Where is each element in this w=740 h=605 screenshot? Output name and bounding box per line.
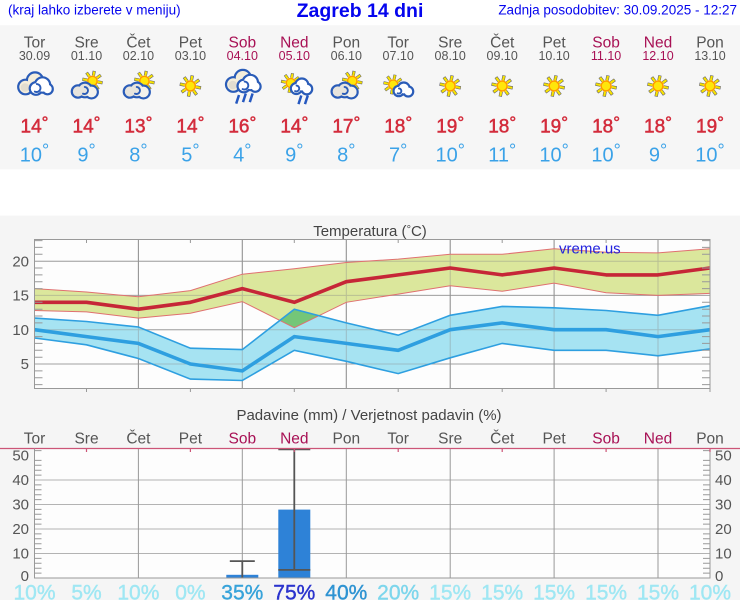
svg-text:50: 50 — [715, 448, 732, 465]
svg-text:10%: 10% — [689, 582, 731, 601]
svg-text:14°: 14° — [176, 113, 204, 138]
svg-text:Tor: Tor — [387, 35, 409, 52]
svg-text:Tor: Tor — [387, 431, 409, 448]
svg-text:13°: 13° — [124, 113, 152, 138]
svg-text:30.09: 30.09 — [19, 49, 50, 63]
svg-text:20: 20 — [12, 521, 29, 538]
svg-text:05.10: 05.10 — [279, 49, 310, 63]
svg-text:9°: 9° — [285, 141, 303, 167]
svg-text:Sob: Sob — [229, 35, 257, 52]
svg-text:0: 0 — [21, 568, 29, 585]
svg-text:15%: 15% — [429, 582, 471, 601]
svg-text:Sob: Sob — [592, 35, 620, 52]
svg-text:Tor: Tor — [24, 35, 46, 52]
svg-text:10%: 10% — [13, 582, 55, 601]
svg-text:8°: 8° — [337, 141, 355, 167]
svg-text:9°: 9° — [77, 141, 95, 167]
svg-text:Čet: Čet — [126, 35, 151, 52]
svg-text:06.10: 06.10 — [331, 49, 362, 63]
svg-text:13.10: 13.10 — [694, 49, 725, 63]
svg-text:20: 20 — [12, 253, 29, 270]
svg-text:15%: 15% — [481, 582, 523, 601]
svg-text:11.10: 11.10 — [591, 49, 621, 63]
svg-text:Ned: Ned — [644, 431, 672, 448]
svg-text:Pon: Pon — [333, 431, 361, 448]
svg-text:07.10: 07.10 — [383, 49, 414, 63]
svg-text:Sre: Sre — [438, 431, 462, 448]
svg-text:Pon: Pon — [333, 35, 361, 52]
svg-text:Pet: Pet — [179, 431, 203, 448]
svg-text:09.10: 09.10 — [487, 49, 518, 63]
svg-text:Ned: Ned — [644, 35, 672, 52]
svg-text:02.10: 02.10 — [123, 49, 154, 63]
svg-text:50: 50 — [12, 448, 29, 465]
svg-text:10: 10 — [12, 322, 29, 339]
svg-text:15: 15 — [12, 288, 29, 305]
svg-text:Sob: Sob — [592, 431, 620, 448]
svg-text:Pon: Pon — [696, 431, 724, 448]
svg-text:Tor: Tor — [24, 431, 46, 448]
svg-text:19°: 19° — [540, 113, 568, 138]
svg-text:Zadnja posodobitev: 30.09.2025: Zadnja posodobitev: 30.09.2025 - 12:27 — [498, 3, 737, 18]
svg-text:15%: 15% — [533, 582, 575, 601]
svg-text:Zagreb 14 dni: Zagreb 14 dni — [297, 0, 424, 22]
svg-text:Sre: Sre — [74, 35, 98, 52]
svg-text:Sre: Sre — [438, 35, 462, 52]
svg-text:Ned: Ned — [280, 431, 308, 448]
svg-text:30: 30 — [715, 497, 732, 514]
svg-text:75%: 75% — [273, 582, 315, 601]
svg-text:20%: 20% — [377, 582, 419, 601]
svg-text:Čet: Čet — [490, 431, 515, 448]
svg-text:Pon: Pon — [696, 35, 724, 52]
svg-text:10: 10 — [715, 546, 732, 563]
svg-text:5%: 5% — [71, 582, 101, 601]
svg-text:4°: 4° — [233, 141, 251, 167]
svg-text:5°: 5° — [181, 141, 199, 167]
svg-text:01.10: 01.10 — [71, 49, 102, 63]
svg-text:(kraj lahko izberete v meniju): (kraj lahko izberete v meniju) — [8, 3, 181, 18]
svg-text:35%: 35% — [221, 582, 263, 601]
svg-text:10: 10 — [12, 546, 29, 563]
svg-text:08.10: 08.10 — [435, 49, 466, 63]
svg-text:Pet: Pet — [542, 35, 566, 52]
svg-text:Temperatura (°C): Temperatura (°C) — [313, 223, 427, 240]
svg-text:40: 40 — [715, 472, 732, 489]
svg-text:Pet: Pet — [179, 35, 203, 52]
svg-text:15%: 15% — [637, 582, 679, 601]
svg-text:04.10: 04.10 — [227, 49, 258, 63]
svg-text:40%: 40% — [325, 582, 367, 601]
svg-text:10°: 10° — [591, 141, 620, 167]
svg-text:Čet: Čet — [126, 431, 151, 448]
svg-text:Čet: Čet — [490, 35, 515, 52]
svg-text:Sre: Sre — [74, 431, 98, 448]
svg-text:10%: 10% — [117, 582, 159, 601]
svg-text:5: 5 — [21, 356, 29, 373]
svg-text:Pet: Pet — [542, 431, 566, 448]
svg-text:7°: 7° — [389, 141, 407, 167]
svg-text:vreme.us: vreme.us — [559, 241, 621, 258]
svg-text:Sob: Sob — [229, 431, 257, 448]
svg-text:0%: 0% — [175, 582, 205, 601]
svg-text:15%: 15% — [585, 582, 627, 601]
svg-text:10.10: 10.10 — [538, 49, 569, 63]
svg-text:40: 40 — [12, 472, 29, 489]
svg-text:9°: 9° — [649, 141, 667, 167]
svg-text:Ned: Ned — [280, 35, 308, 52]
svg-text:Padavine (mm) / Verjetnost pad: Padavine (mm) / Verjetnost padavin (%) — [236, 407, 501, 424]
svg-text:30: 30 — [12, 497, 29, 514]
svg-text:12.10: 12.10 — [642, 49, 673, 63]
svg-text:03.10: 03.10 — [175, 49, 206, 63]
svg-text:20: 20 — [715, 521, 732, 538]
svg-text:18°: 18° — [644, 113, 672, 138]
svg-text:8°: 8° — [129, 141, 147, 167]
svg-text:0: 0 — [715, 568, 723, 585]
